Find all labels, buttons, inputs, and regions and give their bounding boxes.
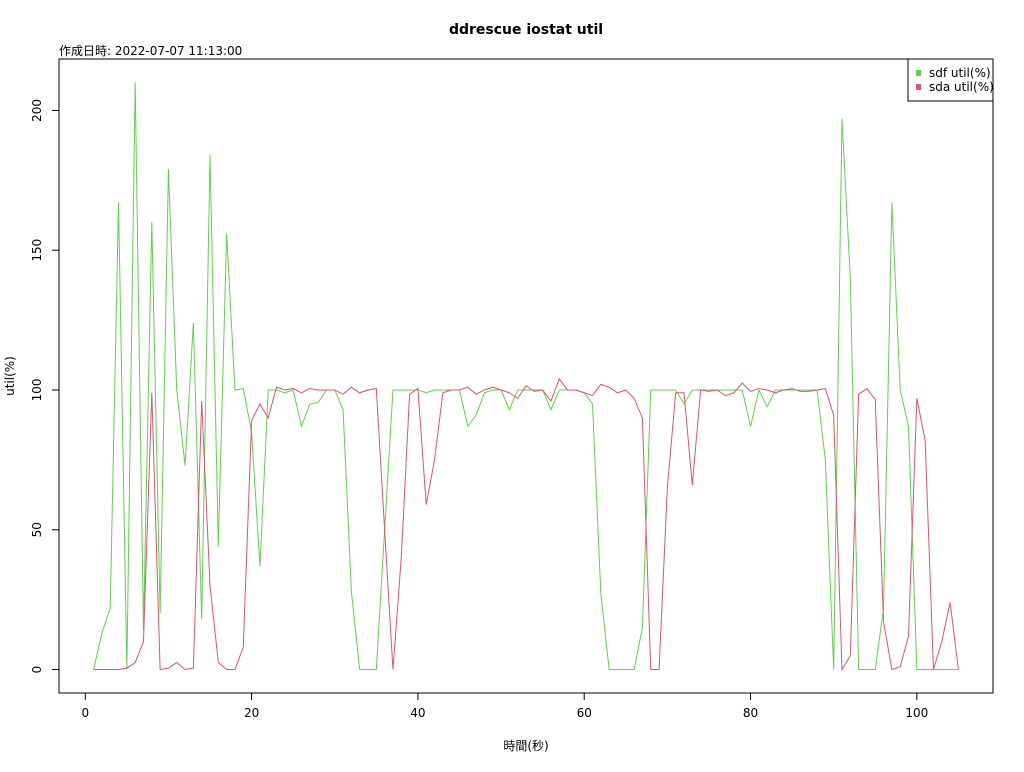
series-line [93, 377, 959, 672]
y-tick-label: 150 [30, 239, 44, 262]
y-tick-label: 0 [30, 666, 44, 674]
legend-box [907, 58, 994, 102]
y-tick-label: 50 [30, 522, 44, 537]
y-tick-label: 200 [30, 99, 44, 122]
x-tick-label: 20 [244, 706, 259, 720]
x-tick-label: 100 [905, 706, 928, 720]
y-tick-label: 100 [30, 379, 44, 402]
x-axis-label: 時間(秒) [503, 739, 548, 753]
x-tick-label: 0 [81, 706, 89, 720]
legend-label: sdf util(%) [929, 66, 991, 80]
x-tick-label: 60 [577, 706, 592, 720]
chart-title: ddrescue iostat util [449, 22, 603, 38]
x-tick-label: 40 [410, 706, 425, 720]
legend-swatch [916, 70, 921, 76]
legend-swatch [916, 84, 921, 90]
y-axis-label: util(%) [3, 356, 17, 396]
x-tick-label: 80 [743, 706, 758, 720]
legend-label: sda util(%) [929, 80, 994, 94]
subtitle: 作成日時: 2022-07-07 11:13:00 [59, 44, 242, 58]
